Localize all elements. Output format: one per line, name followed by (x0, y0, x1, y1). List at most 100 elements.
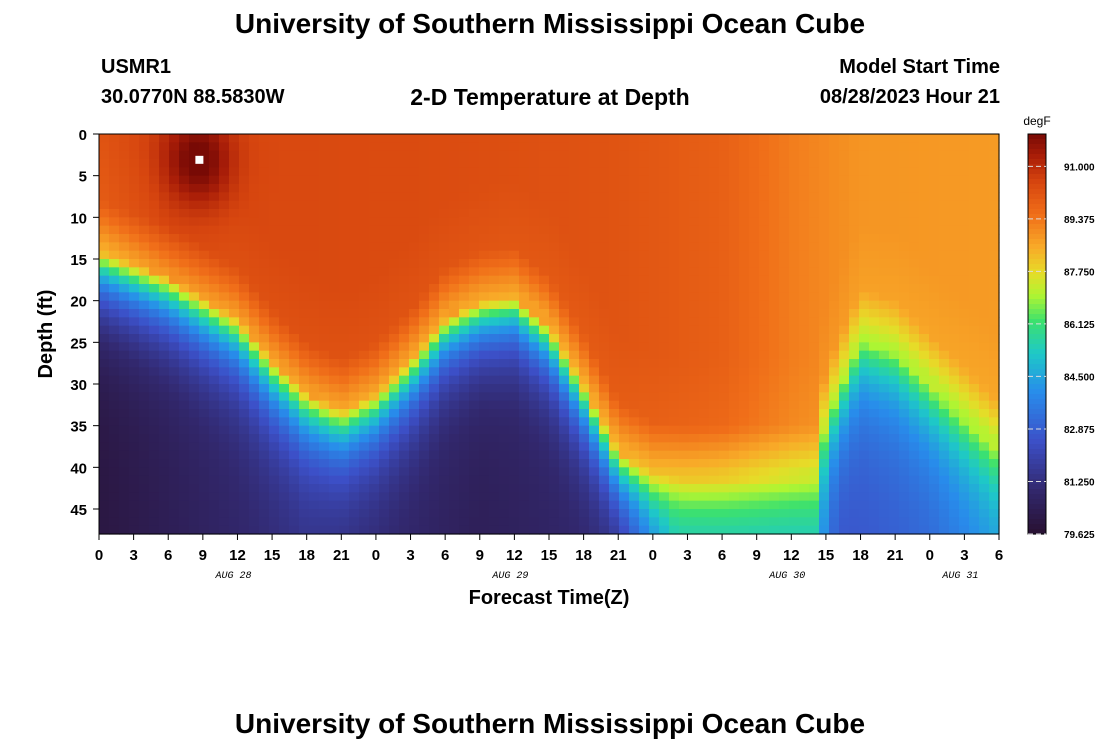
heatmap-cell (319, 159, 330, 168)
heatmap-cell (909, 375, 920, 385)
heatmap-cell (969, 275, 980, 285)
heatmap-cell (199, 200, 210, 210)
heatmap-cell (739, 500, 750, 510)
heatmap-cell (919, 484, 930, 493)
heatmap-cell (469, 150, 480, 160)
heatmap-cell (119, 267, 130, 277)
heatmap-cell (549, 159, 560, 168)
heatmap-cell (339, 509, 350, 518)
heatmap-cell (209, 425, 220, 435)
heatmap-cell (909, 167, 920, 177)
heatmap-cell (369, 325, 380, 335)
heatmap-cell (119, 384, 130, 393)
heatmap-cell (99, 334, 110, 343)
heatmap-cell (489, 209, 500, 218)
heatmap-cell (149, 142, 160, 152)
heatmap-cell (139, 167, 150, 177)
heatmap-cell (609, 325, 620, 335)
heatmap-cell (139, 142, 150, 152)
heatmap-cell (989, 167, 1000, 177)
heatmap-cell (379, 134, 390, 143)
heatmap-cell (339, 250, 350, 260)
heatmap-cell (689, 259, 700, 268)
heatmap-cell (799, 350, 810, 360)
heatmap-cell (369, 484, 380, 493)
heatmap-cell (959, 309, 970, 318)
heatmap-cell (909, 225, 920, 235)
heatmap-cell (119, 400, 130, 410)
heatmap-cell (729, 450, 740, 460)
heatmap-cell (339, 459, 350, 468)
heatmap-cell (509, 317, 520, 327)
heatmap-cell (949, 175, 960, 185)
heatmap-cell (159, 225, 170, 235)
heatmap-cell (929, 334, 940, 343)
heatmap-cell (719, 275, 730, 285)
heatmap-cell (439, 409, 450, 418)
heatmap-cell (719, 459, 730, 468)
heatmap-cell (339, 334, 350, 343)
heatmap-cell (309, 525, 320, 535)
heatmap-cell (889, 184, 900, 193)
heatmap-cell (579, 409, 590, 418)
heatmap-cell (839, 400, 850, 410)
heatmap-cell (229, 384, 240, 393)
heatmap-cell (139, 200, 150, 210)
heatmap-cell (189, 134, 200, 143)
heatmap-cell (459, 509, 470, 518)
heatmap-cell (209, 367, 220, 377)
heatmap-cell (399, 250, 410, 260)
heatmap-cell (479, 284, 490, 293)
heatmap-cell (249, 225, 260, 235)
heatmap-cell (329, 150, 340, 160)
heatmap-cell (359, 292, 370, 302)
heatmap-cell (259, 334, 270, 343)
heatmap-cell (989, 275, 1000, 285)
heatmap-cell (739, 400, 750, 410)
heatmap-cell (429, 475, 440, 485)
heatmap-cell (369, 242, 380, 252)
heatmap-cell (169, 400, 180, 410)
heatmap-cell (439, 384, 450, 393)
heatmap-cell (199, 367, 210, 377)
heatmap-cell (809, 417, 820, 427)
heatmap-cell (399, 467, 410, 477)
heatmap-cell (859, 209, 870, 218)
heatmap-cell (559, 367, 570, 377)
heatmap-cell (449, 150, 460, 160)
heatmap-cell (979, 517, 990, 527)
heatmap-cell (599, 242, 610, 252)
heatmap-cell (269, 367, 280, 377)
heatmap-cell (159, 425, 170, 435)
heatmap-cell (149, 200, 160, 210)
heatmap-cell (879, 392, 890, 402)
heatmap-cell (869, 284, 880, 293)
heatmap-cell (939, 275, 950, 285)
heatmap-cell (299, 467, 310, 477)
heatmap-cell (789, 350, 800, 360)
heatmap-cell (929, 167, 940, 177)
heatmap-cell (109, 350, 120, 360)
heatmap-cell (419, 509, 430, 518)
heatmap-cell (129, 200, 140, 210)
heatmap-cell (219, 517, 230, 527)
colorbar-swatch (1028, 394, 1046, 400)
heatmap-cell (499, 500, 510, 510)
heatmap-cell (709, 475, 720, 485)
heatmap-cell (289, 525, 300, 535)
heatmap-cell (479, 400, 490, 410)
heatmap-cell (169, 417, 180, 427)
heatmap-cell (229, 350, 240, 360)
heatmap-cell (749, 359, 760, 368)
heatmap-cell (389, 384, 400, 393)
heatmap-cell (589, 400, 600, 410)
heatmap-cell (449, 459, 460, 468)
heatmap-cell (179, 384, 190, 393)
heatmap-cell (139, 375, 150, 385)
heatmap-cell (269, 259, 280, 268)
heatmap-cell (959, 267, 970, 277)
heatmap-cell (489, 167, 500, 177)
heatmap-cell (209, 517, 220, 527)
heatmap-cell (969, 184, 980, 193)
heatmap-cell (149, 459, 160, 468)
